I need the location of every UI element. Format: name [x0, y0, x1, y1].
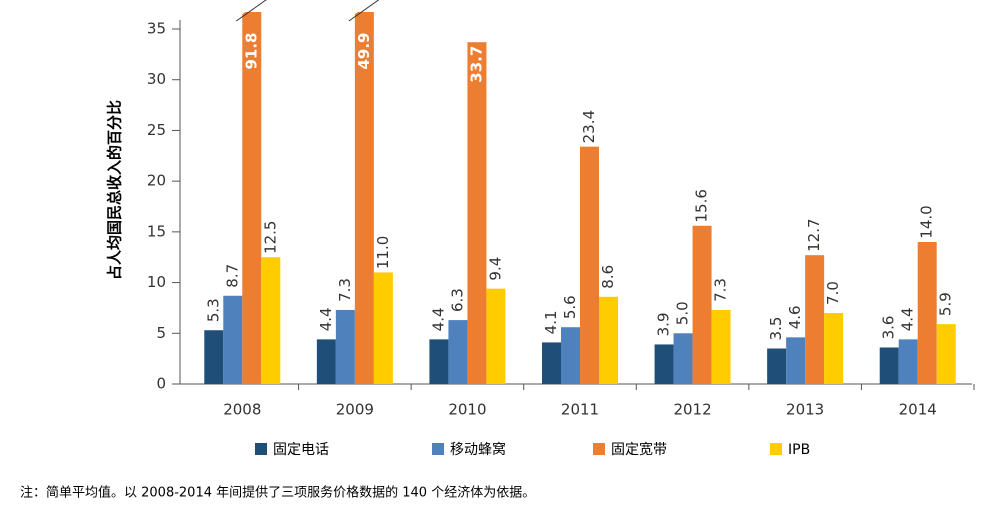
bar: [223, 295, 243, 384]
value-label: 4.1: [542, 310, 560, 334]
value-label: 7.3: [712, 278, 730, 302]
bar: [599, 296, 618, 384]
bar: [373, 272, 393, 384]
value-label: 12.5: [261, 221, 279, 254]
value-label: 5.3: [204, 298, 222, 322]
bar: [242, 12, 262, 384]
legend-swatch: [255, 443, 267, 455]
bar: [580, 146, 599, 384]
value-label: 5.6: [561, 295, 579, 319]
y-tick-label: 20: [147, 172, 166, 190]
value-label: 91.8: [242, 32, 260, 69]
bar: [448, 320, 468, 384]
x-tick-label: 2012: [673, 401, 711, 419]
value-label: 7.3: [336, 278, 354, 302]
x-tick-label: 2014: [899, 401, 937, 419]
bar: [429, 339, 449, 384]
y-tick-label: 35: [147, 20, 166, 38]
bar: [316, 339, 336, 384]
value-label: 23.4: [580, 110, 598, 143]
value-label: 12.7: [805, 218, 823, 251]
value-label: 4.4: [429, 307, 447, 331]
value-label: 11.0: [374, 236, 392, 269]
legend-label: 固定宽带: [611, 441, 667, 458]
bar: [786, 337, 806, 384]
y-tick-label: 5: [156, 324, 166, 342]
value-label: 14.0: [918, 205, 936, 238]
bar: [824, 313, 844, 384]
bar: [767, 348, 787, 384]
y-tick-label: 10: [147, 273, 166, 291]
legend-label: IPB: [788, 442, 810, 458]
value-label: 33.7: [467, 46, 485, 83]
bar: [879, 347, 899, 384]
x-tick-label: 2009: [336, 401, 374, 419]
bar: [542, 342, 561, 384]
bars: [204, 12, 956, 384]
legend-swatch: [432, 443, 444, 455]
legend-label: 固定电话: [273, 442, 329, 458]
x-tick-label: 2011: [561, 401, 599, 419]
legend-label: 移动蜂窝: [450, 441, 506, 458]
bar: [261, 257, 281, 384]
y-tick-label: 25: [147, 121, 166, 139]
bar: [898, 339, 918, 384]
value-label: 8.7: [223, 264, 241, 288]
bar: [805, 255, 825, 384]
value-label: 5.0: [674, 301, 692, 325]
bar: [673, 333, 693, 384]
break-mark: [348, 0, 380, 22]
value-label: 4.4: [899, 307, 917, 331]
bar: [936, 324, 956, 384]
bar: [561, 327, 580, 384]
bar: [467, 42, 487, 384]
note: 注：简单平均值。以 2008-2014 年间提供了三项服务价格数据的 140 个…: [20, 485, 535, 501]
legend-swatch: [593, 443, 605, 455]
bar: [692, 225, 712, 384]
bar: [917, 242, 937, 384]
value-label: 49.9: [355, 32, 373, 69]
bar: [654, 344, 674, 384]
y-tick-label: 15: [147, 222, 166, 240]
y-tick-label: 0: [156, 375, 166, 393]
y-tick-label: 30: [147, 70, 166, 88]
legend-swatch: [770, 443, 782, 455]
value-label: 3.5: [767, 317, 785, 341]
value-label: 4.4: [317, 307, 335, 331]
value-label: 6.3: [448, 288, 466, 312]
value-label: 3.9: [655, 313, 673, 337]
bar: [204, 330, 224, 384]
x-tick-label: 2010: [448, 401, 486, 419]
break-cut: [241, 0, 261, 15]
y-axis-title: 占人均国民总收入的百分比: [106, 100, 124, 280]
value-label: 3.6: [880, 316, 898, 340]
value-label: 5.9: [937, 292, 955, 316]
bar: [711, 309, 731, 384]
break-cut: [353, 0, 374, 15]
value-label: 15.6: [693, 189, 711, 222]
x-tick-label: 2013: [786, 401, 824, 419]
break-mark: [235, 0, 267, 22]
bar: [335, 309, 355, 384]
value-label: 8.6: [599, 265, 617, 289]
x-tick-label: 2008: [223, 401, 261, 419]
value-label: 9.4: [486, 257, 504, 281]
value-label: 4.6: [786, 305, 804, 329]
value-label: 7.0: [824, 281, 842, 305]
bar: [486, 288, 506, 384]
bar: [354, 12, 374, 384]
